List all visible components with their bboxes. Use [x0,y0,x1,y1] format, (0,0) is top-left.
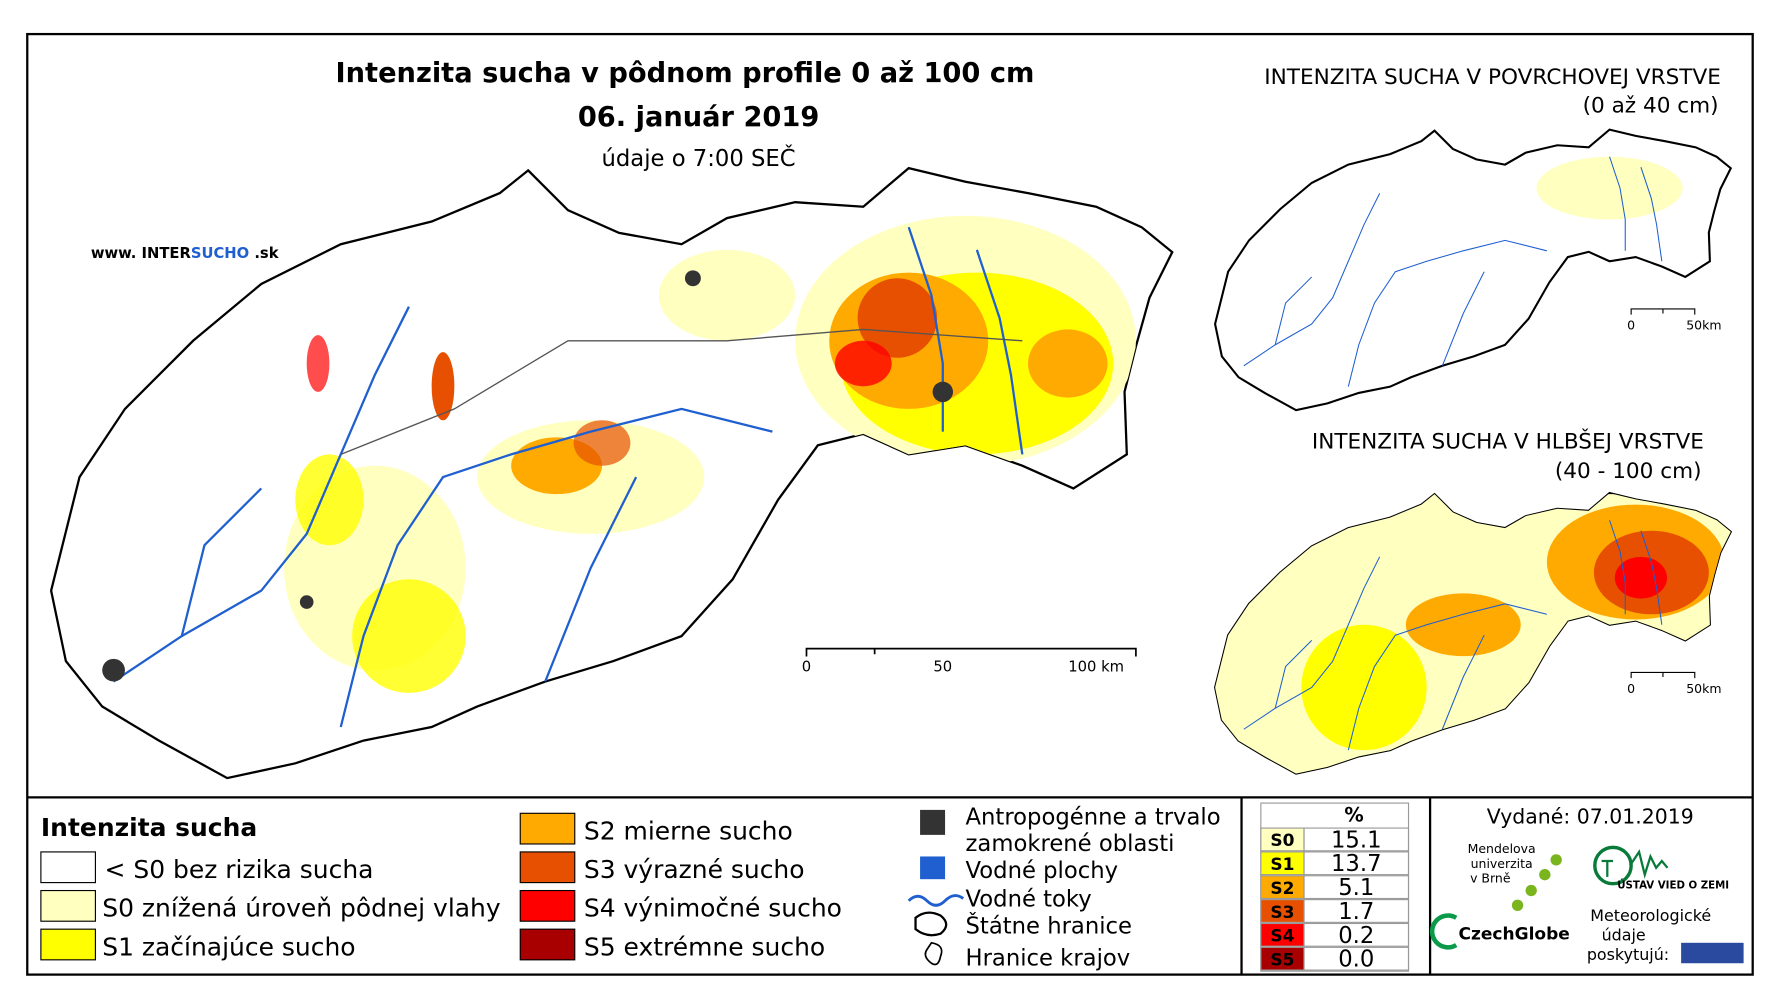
logo-text: údaje [1602,926,1646,945]
legend-title: Intenzita sucha [41,813,257,842]
inset-title: INTENZITA SUCHA V HLBŠEJ VRSTVE [1312,429,1704,455]
legend-swatch [40,928,96,961]
logos: Mendelova univerzita v Brně CzechGlobe Ú… [1429,841,1744,964]
stats-code: S1 [1270,855,1294,875]
layer-label: Hranice krajov [966,946,1131,972]
scale-label: 50 [933,658,952,675]
main-map: 0 50 100 km [49,166,1174,780]
stats-value: 5.1 [1338,875,1374,901]
date: 06. január 2019 [578,102,819,133]
legend-swatch [519,851,576,884]
logo-text: Mendelova [1468,841,1536,856]
legend-label: S5 extrémne sucho [584,932,825,961]
legend-classes: < S0 bez rizika sucha S0 znížená úroveň p… [40,812,842,961]
stats-code: S3 [1270,903,1294,923]
layer-label: Antropogénne a trvalo [966,805,1221,831]
stats-code: S4 [1270,927,1294,947]
stats-cell [1303,946,1410,971]
legend-label: S3 výrazné sucho [584,855,805,884]
logo-text: univerzita [1471,856,1533,871]
stats-header: % [1344,803,1363,826]
stats-value: 0.2 [1338,923,1374,949]
issued: Vydané: 07.01.2019 [1487,805,1694,829]
legend-swatch [40,889,96,922]
stats-value: 15.1 [1331,827,1382,853]
scale-label: 0 [1627,317,1635,332]
logo-text: Meteorologické [1590,906,1711,925]
layer-label: Štátne hranice [966,912,1132,940]
scale-label: 50km [1686,681,1721,696]
layer-legend: Antropogénne a trvalo zamokrené oblasti … [907,805,1221,972]
stats-cell [1303,827,1410,852]
stats-code: S5 [1270,951,1294,971]
layer-label: Vodné toky [966,886,1092,912]
stats-cell [1303,922,1410,947]
legend-swatch [519,928,576,961]
stats-cell [1303,851,1410,876]
title: Intenzita sucha v pôdnom profile 0 až 10… [336,58,1035,89]
legend-label: < S0 bez rizika sucha [105,855,374,884]
scale-label: 50km [1686,317,1721,332]
layer-label: Vodné plochy [966,858,1119,884]
stats-cell [1303,899,1410,923]
stats-code: S2 [1270,879,1294,899]
inset-title: INTENZITA SUCHA V POVRCHOVEJ VRSTVE [1264,65,1721,90]
stats-code: S0 [1270,831,1294,851]
inset-title: (40 - 100 cm) [1555,459,1702,484]
logo-text: ÚSTAV VIED O ZEMI [1617,878,1729,891]
legend-swatch [519,889,576,922]
legend-label: S2 mierne sucho [584,816,793,845]
inset-titles: INTENZITA SUCHA V POVRCHOVEJ VRSTVE (0 a… [1264,65,1721,696]
scale-label: 0 [1627,681,1635,696]
stats-cell [1303,875,1410,900]
inset-map [1214,128,1732,412]
stats-value: 1.7 [1338,899,1374,925]
note: údaje o 7:00 SEČ [602,144,796,172]
legend-swatch [519,812,576,845]
scale-label: 100 km [1068,658,1124,675]
logo-text: v Brně [1470,871,1511,886]
legend-label: S0 znížená úroveň pôdnej vlahy [102,894,501,923]
logo-text: CzechGlobe [1458,924,1569,944]
stats-value: 0.0 [1338,947,1374,973]
website: www. INTERSUCHO .sk [91,245,280,262]
stats-value: 13.7 [1331,851,1382,877]
legend-label: S1 začínajúce sucho [102,932,355,961]
scale-label: 0 [802,658,811,675]
logo-text: poskytujú: [1587,945,1669,964]
legend-swatch [40,851,96,884]
stats-table: % S0 15.1 S1 13.7 S2 5.1 S3 1.7 S4 0.2 S5 0.0 [1260,802,1410,973]
inset-title: (0 až 40 cm) [1583,93,1719,118]
layer-label: zamokrené oblasti [966,831,1175,857]
legend-label: S4 výnimočné sucho [584,894,842,923]
